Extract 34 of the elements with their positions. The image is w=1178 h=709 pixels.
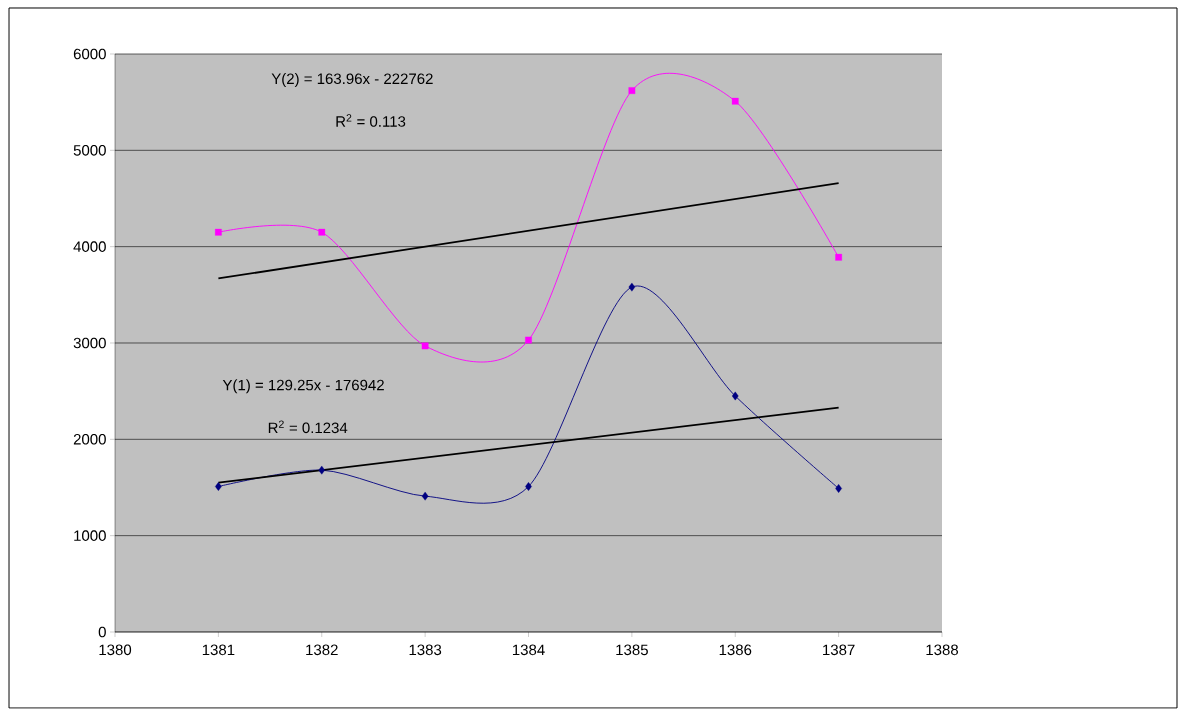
y-tick-label: 5000 xyxy=(73,145,106,156)
point xyxy=(215,482,222,491)
y-tick-label: 1000 xyxy=(74,530,106,541)
point xyxy=(525,336,532,344)
point xyxy=(731,97,739,105)
x-tick-label: 1380 xyxy=(99,644,132,656)
annotation: Y(2) = 163.96x - 222762 xyxy=(271,73,433,87)
y-tick-label: 4000 xyxy=(73,241,106,252)
point xyxy=(525,482,532,491)
x-tick-label: 1384 xyxy=(512,644,545,656)
y-tick-label: 3000 xyxy=(73,337,106,349)
y-tick-label: 2000 xyxy=(73,434,106,445)
x-tick-label: 1385 xyxy=(616,644,648,656)
point xyxy=(628,282,636,292)
y-tick-label: 0 xyxy=(98,626,106,638)
x-tick-label: 1381 xyxy=(202,644,235,656)
x-tick-label: 1386 xyxy=(719,644,752,656)
point xyxy=(421,491,429,501)
point xyxy=(318,228,326,236)
point xyxy=(731,391,739,401)
y-tick-label: 6000 xyxy=(73,48,106,60)
point xyxy=(215,228,222,236)
x-tick-label: 1382 xyxy=(306,644,338,656)
point xyxy=(318,465,326,475)
annotation: Y(1) = 129.25x - 176942 xyxy=(222,379,384,394)
point xyxy=(628,87,636,94)
annotation: R$^{2}$ = 0.1234 xyxy=(268,420,348,434)
point xyxy=(835,484,842,493)
point xyxy=(421,342,429,350)
x-tick-label: 1388 xyxy=(926,644,959,656)
point xyxy=(835,253,842,261)
x-tick-label: 1383 xyxy=(409,644,442,656)
x-tick-label: 1387 xyxy=(823,644,855,656)
annotation: R$^{2}$ = 0.113 xyxy=(336,114,406,127)
